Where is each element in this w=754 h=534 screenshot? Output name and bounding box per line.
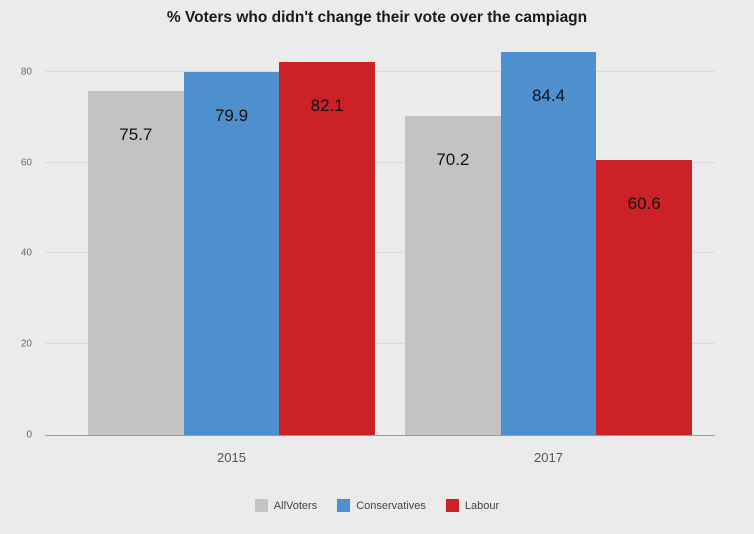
legend-swatch-conservatives	[337, 499, 351, 512]
legend-item-conservatives: Conservatives	[337, 499, 426, 512]
gridline	[45, 252, 715, 254]
bar-value-label: 82.1	[310, 96, 344, 116]
bar-value-label: 79.9	[214, 106, 249, 126]
legend-label: AllVoters	[273, 499, 318, 512]
y-tick-label: 0	[26, 429, 32, 441]
x-tick-label: 2017	[534, 450, 563, 465]
bar-labour-2017: 60.6	[596, 159, 693, 435]
y-tick-label: 60	[20, 157, 32, 169]
x-tick-label: 2015	[217, 450, 246, 465]
bar-value-label: 84.4	[531, 85, 566, 105]
bar-labour-2015: 82.1	[279, 62, 376, 435]
bar-allvoters-2015: 75.7	[88, 91, 184, 435]
bar-groups-container: 75.7 79.9 82.1 2015 70.2 84.4 60.6 2017	[45, 40, 715, 465]
legend-label: Labour	[464, 499, 500, 512]
y-tick-label: 40	[20, 247, 32, 259]
gridline	[45, 161, 715, 163]
legend-label: Conservatives	[356, 499, 426, 512]
chart-title: % Voters who didn't change their vote ov…	[166, 9, 588, 26]
bar-group-2017: 70.2 84.4 60.6 2017	[405, 40, 693, 465]
bar-conservatives-2017: 84.4	[500, 51, 597, 435]
bar-allvoters-2017: 70.2	[405, 116, 501, 435]
bar-value-label: 75.7	[119, 125, 153, 145]
y-tick-label: 20	[20, 338, 32, 350]
legend-swatch-labour	[445, 499, 459, 512]
bar-value-label: 70.2	[436, 150, 470, 170]
bar-group-2015: 75.7 79.9 82.1 2015	[88, 40, 376, 465]
gridline	[45, 70, 715, 72]
legend-item-labour: Labour	[445, 499, 500, 512]
legend-item-allvoters: AllVoters	[254, 499, 318, 512]
y-axis-labels: 0 20 40 60 80	[0, 40, 40, 440]
y-tick-label: 80	[20, 66, 32, 78]
gridline	[45, 343, 715, 345]
legend: AllVoters Conservatives Labour	[0, 499, 754, 512]
bar-value-label: 60.6	[627, 193, 661, 213]
legend-swatch-allvoters	[254, 499, 268, 512]
plot-area: 75.7 79.9 82.1 2015 70.2 84.4 60.6 2017	[45, 40, 715, 465]
bar-conservatives-2015: 79.9	[183, 72, 280, 435]
